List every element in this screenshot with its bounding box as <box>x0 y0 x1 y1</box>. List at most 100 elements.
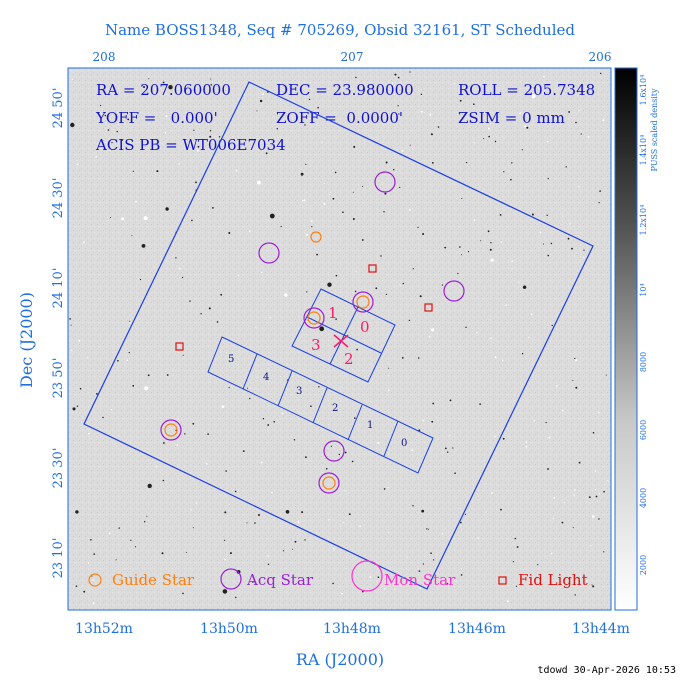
background-star <box>257 180 261 185</box>
background-star <box>132 170 134 172</box>
background-star <box>595 495 598 498</box>
background-star <box>419 295 422 298</box>
background-star <box>224 558 226 561</box>
background-star <box>562 215 564 217</box>
background-star <box>193 129 195 131</box>
background-star <box>545 421 547 424</box>
background-star <box>86 357 88 359</box>
background-star <box>431 420 434 423</box>
background-star <box>522 285 527 289</box>
y-tick-24-50: 24 50' <box>51 88 66 129</box>
colorbar-label: PUSS scaled density <box>650 88 659 172</box>
colorbar-tick: 6000 <box>639 420 648 440</box>
bottom-tick-13h50m: 13h50m <box>200 621 258 637</box>
background-star <box>200 313 202 315</box>
colorbar-tick: 1.2x10⁴ <box>639 205 648 236</box>
background-star <box>218 136 221 138</box>
background-star <box>327 282 332 287</box>
background-star <box>356 348 358 351</box>
background-star <box>428 336 431 338</box>
background-star <box>547 178 549 180</box>
bottom-tick-13h48m: 13h48m <box>323 621 381 637</box>
background-star <box>352 218 355 220</box>
background-star <box>565 166 567 168</box>
background-star <box>380 255 382 257</box>
guide-star-5 <box>322 476 336 490</box>
background-star <box>115 559 117 561</box>
background-star <box>192 422 195 425</box>
background-star <box>525 441 528 443</box>
background-star <box>83 241 85 244</box>
background-star <box>467 251 470 253</box>
background-star <box>428 528 429 530</box>
background-star <box>210 78 212 80</box>
background-star <box>144 386 149 391</box>
background-star <box>457 272 459 275</box>
background-star <box>526 126 529 129</box>
background-star <box>539 231 542 234</box>
background-star <box>511 260 513 263</box>
background-star <box>75 585 78 587</box>
background-star <box>480 240 482 242</box>
background-star <box>377 576 380 578</box>
background-star <box>100 88 102 91</box>
colorbar-tick: 2000 <box>639 555 648 575</box>
background-star <box>93 553 95 555</box>
background-star <box>453 83 455 85</box>
background-star <box>479 403 481 405</box>
fid-light-1 <box>368 264 377 273</box>
background-star <box>420 93 423 96</box>
background-star <box>590 545 592 547</box>
background-star <box>321 141 323 143</box>
background-star <box>210 118 212 120</box>
background-star <box>578 186 580 188</box>
background-star <box>212 207 214 209</box>
background-star <box>323 202 326 205</box>
background-star <box>501 359 504 362</box>
background-star <box>304 539 306 541</box>
background-star <box>602 119 605 121</box>
background-star <box>79 387 82 390</box>
background-star <box>128 352 130 354</box>
background-star <box>107 129 110 131</box>
legend-mon-label: Mon Star <box>384 571 456 589</box>
y-tick-23-30: 23 30' <box>51 448 66 489</box>
background-star <box>258 514 260 516</box>
colorbar-tick: 10⁴ <box>639 283 648 296</box>
background-star <box>377 441 380 444</box>
background-star <box>130 539 132 542</box>
background-star <box>598 411 600 414</box>
background-star <box>409 144 411 146</box>
background-star <box>383 211 385 213</box>
background-star <box>412 268 414 270</box>
background-star <box>506 600 509 603</box>
background-star <box>306 233 308 236</box>
background-star <box>185 551 187 553</box>
background-star <box>234 490 237 493</box>
roll-readout: ROLL = 205.7348 <box>458 81 595 99</box>
background-star <box>587 136 590 138</box>
background-star <box>594 470 597 472</box>
background-star <box>384 192 387 195</box>
background-star <box>301 511 304 514</box>
background-star <box>146 515 148 517</box>
background-star <box>500 508 502 511</box>
background-star <box>166 374 169 376</box>
bottom-tick-13h52m: 13h52m <box>75 621 133 637</box>
background-star <box>422 419 424 422</box>
background-star <box>249 230 251 232</box>
background-star <box>223 539 226 541</box>
background-star <box>126 359 129 362</box>
ccd-i3-label: 3 <box>311 336 321 354</box>
background-star <box>586 580 588 582</box>
background-star <box>229 552 232 555</box>
background-star <box>551 324 553 327</box>
fid-light-2 <box>424 303 433 312</box>
background-star <box>388 389 390 391</box>
background-star <box>550 552 553 555</box>
background-star <box>420 110 423 113</box>
background-star <box>387 487 389 489</box>
background-star <box>228 232 231 234</box>
background-star <box>388 367 390 369</box>
background-star <box>502 437 505 440</box>
